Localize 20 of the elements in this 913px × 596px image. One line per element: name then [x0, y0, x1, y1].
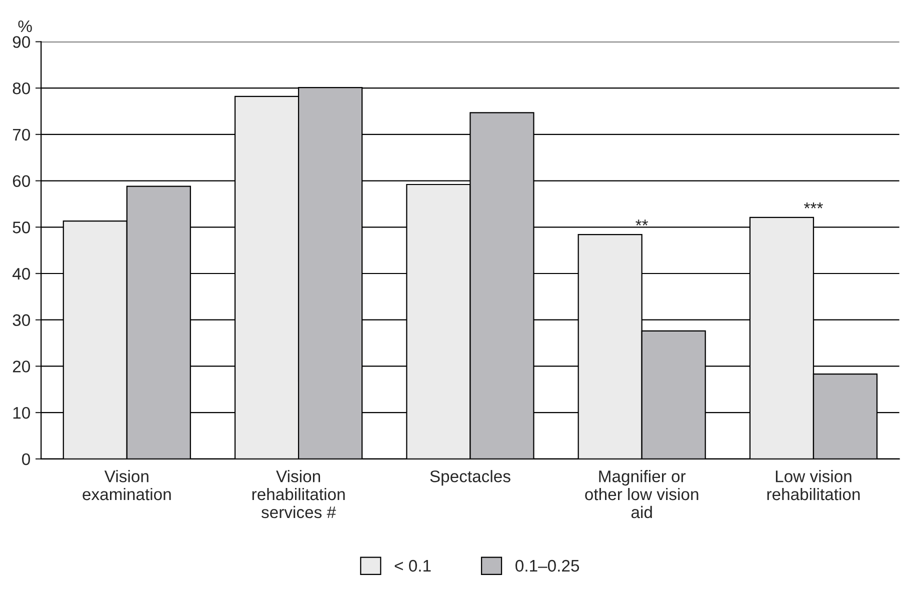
y-tick-label: 30: [12, 314, 30, 326]
x-tick-label: Magnifier or other low vision aid: [585, 470, 698, 518]
y-axis-title: %: [18, 20, 32, 32]
x-tick-label: Vision rehabilitation services #: [252, 470, 345, 518]
x-tick-label: Vision examination: [82, 470, 171, 500]
y-tick-label: 10: [13, 406, 30, 419]
y-tick-label: 60: [12, 175, 30, 187]
y-tick-label: 70: [12, 128, 30, 141]
y-tick-label: 40: [12, 268, 30, 280]
y-tick-label: 20: [12, 360, 30, 372]
y-tick-label: 90: [12, 36, 30, 48]
y-tick-label: 50: [12, 222, 30, 234]
annotation: ***: [804, 202, 823, 208]
x-tick-label: Low vision rehabilitation: [767, 470, 860, 500]
legend-label: < 0.1: [394, 560, 431, 572]
y-tick-label: 0: [22, 453, 30, 466]
legend-label: 0.1–0.25: [516, 560, 580, 572]
annotation: **: [636, 220, 648, 226]
y-tick-label: 80: [12, 82, 30, 94]
x-tick-label: Spectacles: [430, 470, 510, 486]
